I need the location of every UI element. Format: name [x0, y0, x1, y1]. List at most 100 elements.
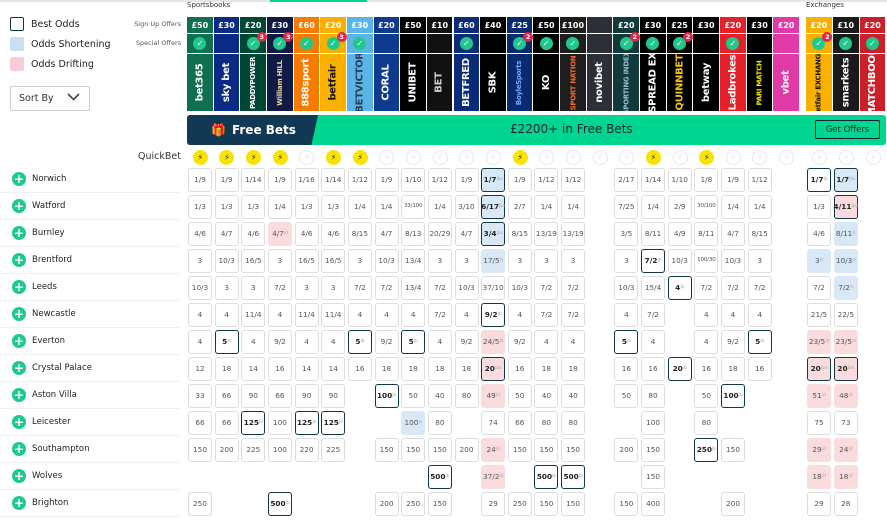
odds-cell[interactable]: 1/9 [721, 168, 745, 192]
odds-cell[interactable]: 28 [833, 492, 858, 516]
odds-cell[interactable]: 73 [833, 411, 858, 435]
odds-cell[interactable]: 3 [427, 249, 452, 273]
odds-cell[interactable]: 150 [614, 492, 639, 516]
add-selection-plus-icon[interactable]: + [12, 361, 26, 375]
odds-cell[interactable]: 66 [507, 411, 532, 435]
logo-betvictor[interactable]: BETVICTOR [346, 53, 374, 111]
odds-cell[interactable]: 10/3 [507, 276, 532, 300]
odds-cell[interactable]: 9/2 |b [481, 303, 506, 327]
odds-cell[interactable]: 250 |b [694, 438, 719, 462]
odds-cell[interactable]: 4/6 [321, 222, 346, 246]
odds-cell[interactable]: 10/3 [454, 276, 479, 300]
odds-cell[interactable]: 7/2 |s [833, 276, 858, 300]
odds-cell[interactable]: 10/3 [214, 249, 239, 273]
logo-boylesports[interactable]: BoyleSports [506, 53, 534, 111]
odds-cell[interactable]: 3 [321, 276, 346, 300]
offer-pari-match[interactable]: £30 [746, 17, 774, 33]
add-selection-plus-icon[interactable]: + [12, 388, 26, 402]
odds-cell[interactable]: 18 [427, 357, 452, 381]
special-offer-ko[interactable]: ✓ [533, 33, 561, 53]
quickbet-betway-icon[interactable]: ⚡ [699, 150, 715, 165]
odds-cell[interactable]: 2/17 [614, 168, 639, 192]
odds-cell[interactable]: 150 [374, 438, 399, 462]
odds-cell[interactable]: 5 |b [347, 330, 372, 354]
odds-cell[interactable]: 4/7 [721, 222, 745, 246]
odds-cell[interactable]: 40 [561, 384, 586, 408]
logo-quinnbet[interactable]: QUINNBET [666, 53, 694, 111]
odds-cell[interactable]: 80 [641, 384, 666, 408]
special-offer-betfair[interactable]: ✓ 3 [320, 32, 347, 53]
odds-cell[interactable]: 4 [401, 303, 426, 327]
odds-cell[interactable]: 4 [321, 330, 346, 354]
odds-cell[interactable]: 4 [641, 330, 666, 354]
odds-cell[interactable]: 4/9 [667, 222, 692, 246]
odds-cell[interactable]: 4 [614, 303, 639, 327]
odds-cell[interactable]: 1/4 [534, 195, 559, 219]
odds-cell[interactable]: 40 [427, 384, 452, 408]
offer-sporting-index[interactable]: £20 [613, 17, 641, 33]
odds-cell[interactable]: 250 [507, 492, 532, 516]
odds-cell[interactable]: 125 |b [241, 411, 266, 435]
offer-matchbook[interactable]: £20 [859, 17, 887, 33]
odds-cell[interactable]: 3 [214, 276, 239, 300]
odds-cell[interactable]: 4/11 |bd [834, 195, 858, 219]
offer-ko[interactable]: £50 [533, 17, 561, 33]
odds-cell[interactable]: 11/4 [321, 303, 346, 327]
quickbet-william-hill-icon[interactable]: ⚡ [272, 150, 288, 165]
logo-coral[interactable]: CORAL [373, 53, 401, 111]
offer-unibet[interactable]: £50 [400, 17, 427, 33]
odds-cell[interactable]: 225 [241, 438, 266, 462]
add-selection-plus-icon[interactable]: + [12, 307, 26, 321]
odds-cell[interactable]: 4 [747, 303, 772, 327]
odds-cell[interactable]: 37/2 |d [481, 465, 506, 489]
odds-cell[interactable]: 4 |b [667, 276, 692, 300]
odds-cell[interactable]: 125 |b [321, 411, 346, 435]
special-offer-betfair-exchange[interactable]: ✓ 2 [806, 32, 833, 53]
odds-cell[interactable]: 7/2 [534, 303, 559, 327]
odds-cell[interactable]: 100 [267, 438, 292, 462]
odds-cell[interactable]: 16 [614, 357, 639, 381]
odds-cell[interactable]: 100 [641, 411, 666, 435]
odds-cell[interactable]: 5 |b [401, 330, 426, 354]
logo-bet[interactable]: BET [426, 53, 454, 111]
odds-cell[interactable]: 7/25 [614, 195, 639, 219]
odds-cell[interactable]: 150 [401, 438, 426, 462]
odds-cell[interactable]: 1/3 [321, 195, 346, 219]
odds-cell[interactable]: 250 [188, 492, 212, 516]
odds-cell[interactable]: 1/7 |bs [833, 168, 858, 192]
odds-cell[interactable]: 1/4 [561, 195, 586, 219]
odds-cell[interactable]: 7/2 |b [641, 249, 666, 273]
odds-cell[interactable]: 150 [427, 492, 452, 516]
odds-cell[interactable]: 4 [267, 303, 292, 327]
odds-cell[interactable]: 9/2 [721, 330, 745, 354]
odds-cell[interactable]: 40 [534, 384, 559, 408]
odds-cell[interactable]: 11/4 [241, 303, 266, 327]
odds-cell[interactable]: 14 [294, 357, 319, 381]
logo-pari-match[interactable]: PARI MATCH [746, 53, 774, 111]
odds-cell[interactable]: 10/3 [614, 276, 639, 300]
odds-cell[interactable]: 1/12 [347, 168, 372, 192]
odds-cell[interactable]: 150 [534, 492, 559, 516]
odds-cell[interactable]: 51 |d [807, 384, 831, 408]
add-selection-plus-icon[interactable]: + [12, 469, 26, 483]
odds-cell[interactable]: 18 [454, 357, 479, 381]
odds-cell[interactable]: 1/12 [427, 168, 452, 192]
odds-cell[interactable]: 1/9 [267, 168, 292, 192]
odds-cell[interactable]: 1/12 [534, 168, 559, 192]
odds-cell[interactable]: 100 |b [374, 384, 399, 408]
odds-cell[interactable]: 1/9 [507, 168, 532, 192]
odds-cell[interactable]: 220 [294, 438, 319, 462]
odds-cell[interactable]: 9/2 [374, 330, 399, 354]
add-selection-plus-icon[interactable]: + [12, 172, 26, 186]
odds-cell[interactable]: 20/29 [427, 222, 452, 246]
odds-cell[interactable]: 4 [347, 303, 372, 327]
odds-cell[interactable]: 4 [694, 303, 719, 327]
odds-cell[interactable]: 33/100 [401, 195, 426, 219]
odds-cell[interactable]: 50 [401, 384, 426, 408]
odds-cell[interactable]: 66 [214, 384, 239, 408]
offer-betway[interactable]: £30 [693, 17, 720, 33]
logo-unibet[interactable]: UNIBET [400, 53, 427, 111]
odds-cell[interactable]: 1/3 [214, 195, 239, 219]
odds-cell[interactable]: 7/2 [374, 276, 399, 300]
odds-cell[interactable]: 7/2 [561, 276, 586, 300]
